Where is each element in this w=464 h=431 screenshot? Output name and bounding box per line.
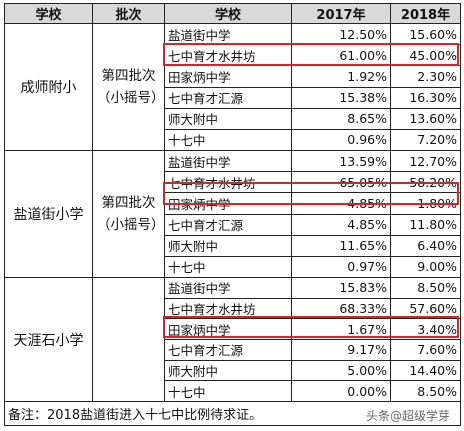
ratio-2017: 4.85% bbox=[291, 192, 391, 215]
ratio-2017: 61.00% bbox=[291, 44, 391, 67]
ratio-2018: 11.80% bbox=[390, 213, 461, 236]
table-row: 师大附中 8.65% 13.60% bbox=[5, 107, 461, 130]
ratio-2018: 7.60% bbox=[390, 339, 461, 361]
middle-school-name: 十七中 bbox=[164, 255, 292, 279]
ratio-2017: 0.00% bbox=[291, 380, 391, 402]
middle-school-name: 七中育才汇源 bbox=[164, 213, 292, 236]
ratio-2017: 15.83% bbox=[291, 277, 391, 299]
ratio-2018: 7.20% bbox=[390, 128, 461, 152]
watermark: 头条@超级学芽 bbox=[363, 407, 452, 424]
ratio-2017: 15.38% bbox=[291, 86, 391, 109]
middle-school-name: 七中育才汇源 bbox=[164, 86, 292, 109]
ratio-2017: 4.85% bbox=[291, 213, 391, 236]
middle-school-name: 田家炳中学 bbox=[164, 318, 292, 341]
middle-school-name: 七中育才汇源 bbox=[164, 339, 292, 361]
middle-school-name: 盐道街中学 bbox=[164, 277, 292, 299]
batch-cell: 第四批次（小摇号） bbox=[92, 150, 165, 279]
table-row: 天涯石小学 盐道街中学 15.83% 8.50% bbox=[4, 277, 461, 402]
table-row: 师大附中 11.65% 6.40% bbox=[5, 234, 461, 257]
ratio-2018: 12.70% bbox=[390, 150, 461, 173]
middle-school-name: 七中育才水井坊 bbox=[164, 44, 292, 67]
admission-ratio-table: 学校 批次 学校 2017年 2018年 成师附小 第四批次（小摇号） 盐道街中… bbox=[4, 3, 461, 426]
middle-school-name: 七中育才水井坊 bbox=[164, 297, 292, 320]
ratio-2017: 12.50% bbox=[291, 22, 391, 46]
batch-cell: 第四批次（小摇号） bbox=[92, 22, 165, 152]
middle-school-name: 十七中 bbox=[164, 128, 292, 152]
table-row: 七中育才水井坊 61.00% 45.00% bbox=[5, 44, 461, 67]
ratio-2018: 6.40% bbox=[390, 234, 461, 257]
table-row: 七中育才汇源 9.17% 7.60% bbox=[5, 339, 461, 361]
ratio-2018: 45.00% bbox=[390, 44, 461, 67]
header-2018: 2018年 bbox=[390, 3, 461, 24]
table-row: 十七中 0.97% 9.00% bbox=[5, 255, 461, 279]
ratio-2018: 16.30% bbox=[390, 86, 461, 109]
table-row: 田家炳中学 1.67% 3.40% bbox=[5, 318, 461, 341]
middle-school-name: 盐道街中学 bbox=[164, 150, 292, 173]
primary-school-cell: 天涯石小学 bbox=[4, 277, 93, 402]
table-row: 成师附小 第四批次（小摇号） 盐道街中学 12.50% 15.60% bbox=[4, 22, 461, 152]
ratio-2017: 1.67% bbox=[291, 318, 391, 341]
ratio-2017: 9.17% bbox=[291, 339, 391, 361]
table-row: 十七中 0.96% 7.20% bbox=[5, 128, 461, 152]
ratio-2018: 58.20% bbox=[390, 171, 461, 194]
middle-school-name: 师大附中 bbox=[164, 107, 292, 130]
primary-school-cell: 盐道街小学 bbox=[4, 150, 93, 279]
ratio-2018: 14.40% bbox=[390, 359, 461, 382]
ratio-2018: 13.60% bbox=[390, 107, 461, 130]
header-2017: 2017年 bbox=[291, 3, 391, 24]
table-row: 田家炳中学 1.92% 2.30% bbox=[5, 65, 461, 88]
primary-school-cell: 成师附小 bbox=[4, 22, 93, 152]
ratio-2017: 13.59% bbox=[291, 150, 391, 173]
ratio-2018: 3.40% bbox=[390, 318, 461, 341]
header-target-school: 学校 bbox=[164, 3, 292, 24]
middle-school-name: 师大附中 bbox=[164, 359, 292, 382]
header-batch: 批次 bbox=[92, 3, 165, 24]
ratio-2017: 0.96% bbox=[291, 128, 391, 152]
ratio-2017: 8.65% bbox=[291, 107, 391, 130]
ratio-2017: 0.97% bbox=[291, 255, 391, 279]
ratio-2018: 9.00% bbox=[390, 255, 461, 279]
middle-school-name: 田家炳中学 bbox=[164, 192, 292, 215]
header-school: 学校 bbox=[4, 3, 93, 24]
header-row: 学校 批次 学校 2017年 2018年 bbox=[4, 3, 461, 24]
ratio-2018: 15.60% bbox=[390, 22, 461, 46]
ratio-2018: 1.80% bbox=[390, 192, 461, 215]
ratio-2017: 11.65% bbox=[291, 234, 391, 257]
table-row: 七中育才汇源 4.85% 11.80% bbox=[5, 213, 461, 236]
batch-cell bbox=[92, 277, 165, 402]
table-row: 盐道街小学 第四批次（小摇号） 盐道街中学 13.59% 12.70% bbox=[4, 150, 461, 279]
ratio-2017: 68.33% bbox=[291, 297, 391, 320]
ratio-2018: 8.50% bbox=[390, 277, 461, 299]
middle-school-name: 师大附中 bbox=[164, 234, 292, 257]
ratio-2017: 5.00% bbox=[291, 359, 391, 382]
ratio-2017: 65.05% bbox=[291, 171, 391, 194]
ratio-2017: 1.92% bbox=[291, 65, 391, 88]
ratio-2018: 8.50% bbox=[390, 380, 461, 402]
middle-school-name: 盐道街中学 bbox=[164, 22, 292, 46]
middle-school-name: 七中育才水井坊 bbox=[164, 171, 292, 194]
ratio-2018: 2.30% bbox=[390, 65, 461, 88]
middle-school-name: 田家炳中学 bbox=[164, 65, 292, 88]
ratio-2018: 57.60% bbox=[390, 297, 461, 320]
table-row: 十七中 0.00% 8.50% bbox=[5, 380, 461, 402]
middle-school-name: 十七中 bbox=[164, 380, 292, 402]
